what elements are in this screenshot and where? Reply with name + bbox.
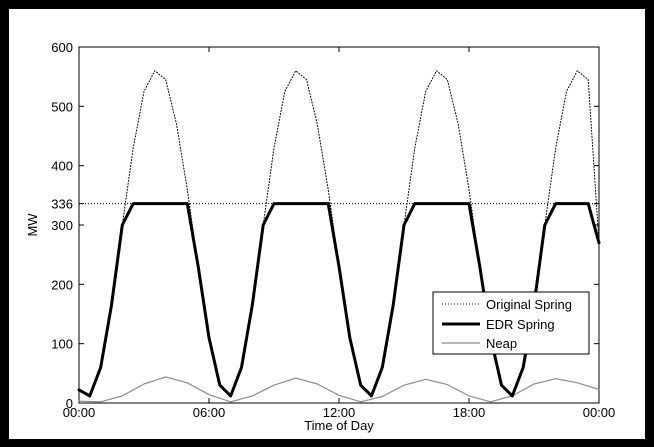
x-tick-label: 06:00 (193, 405, 226, 420)
series-layer (77, 70, 601, 403)
x-tick-label: 18:00 (453, 405, 486, 420)
y-tick-label: 336 (51, 197, 73, 212)
y-axis-ticks: 0 100 200 300 336 400 500 600 (51, 40, 599, 411)
y-tick-label: 200 (51, 277, 73, 292)
y-tick-label: 100 (51, 337, 73, 352)
x-tick-label: 00:00 (583, 405, 616, 420)
y-tick-label: 600 (51, 40, 73, 55)
legend-label-edr-spring: EDR Spring (486, 317, 555, 332)
y-tick-label: 0 (66, 396, 73, 411)
legend-label-original-spring: Original Spring (486, 297, 572, 312)
y-tick-label: 500 (51, 99, 73, 114)
x-axis-label: Time of Day (304, 418, 374, 433)
x-tick-label: 12:00 (323, 405, 356, 420)
legend-label-neap: Neap (486, 336, 517, 351)
x-tick-label: 00:00 (63, 405, 96, 420)
y-tick-label: 300 (51, 218, 73, 233)
series-line-edr-spring (77, 202, 601, 398)
legend: Original Spring EDR Spring Neap (432, 291, 590, 355)
y-tick-label: 400 (51, 159, 73, 174)
x-axis-ticks: 00:00 06:00 12:00 18:00 00:00 (63, 47, 616, 420)
y-axis-label: MW (25, 213, 40, 237)
